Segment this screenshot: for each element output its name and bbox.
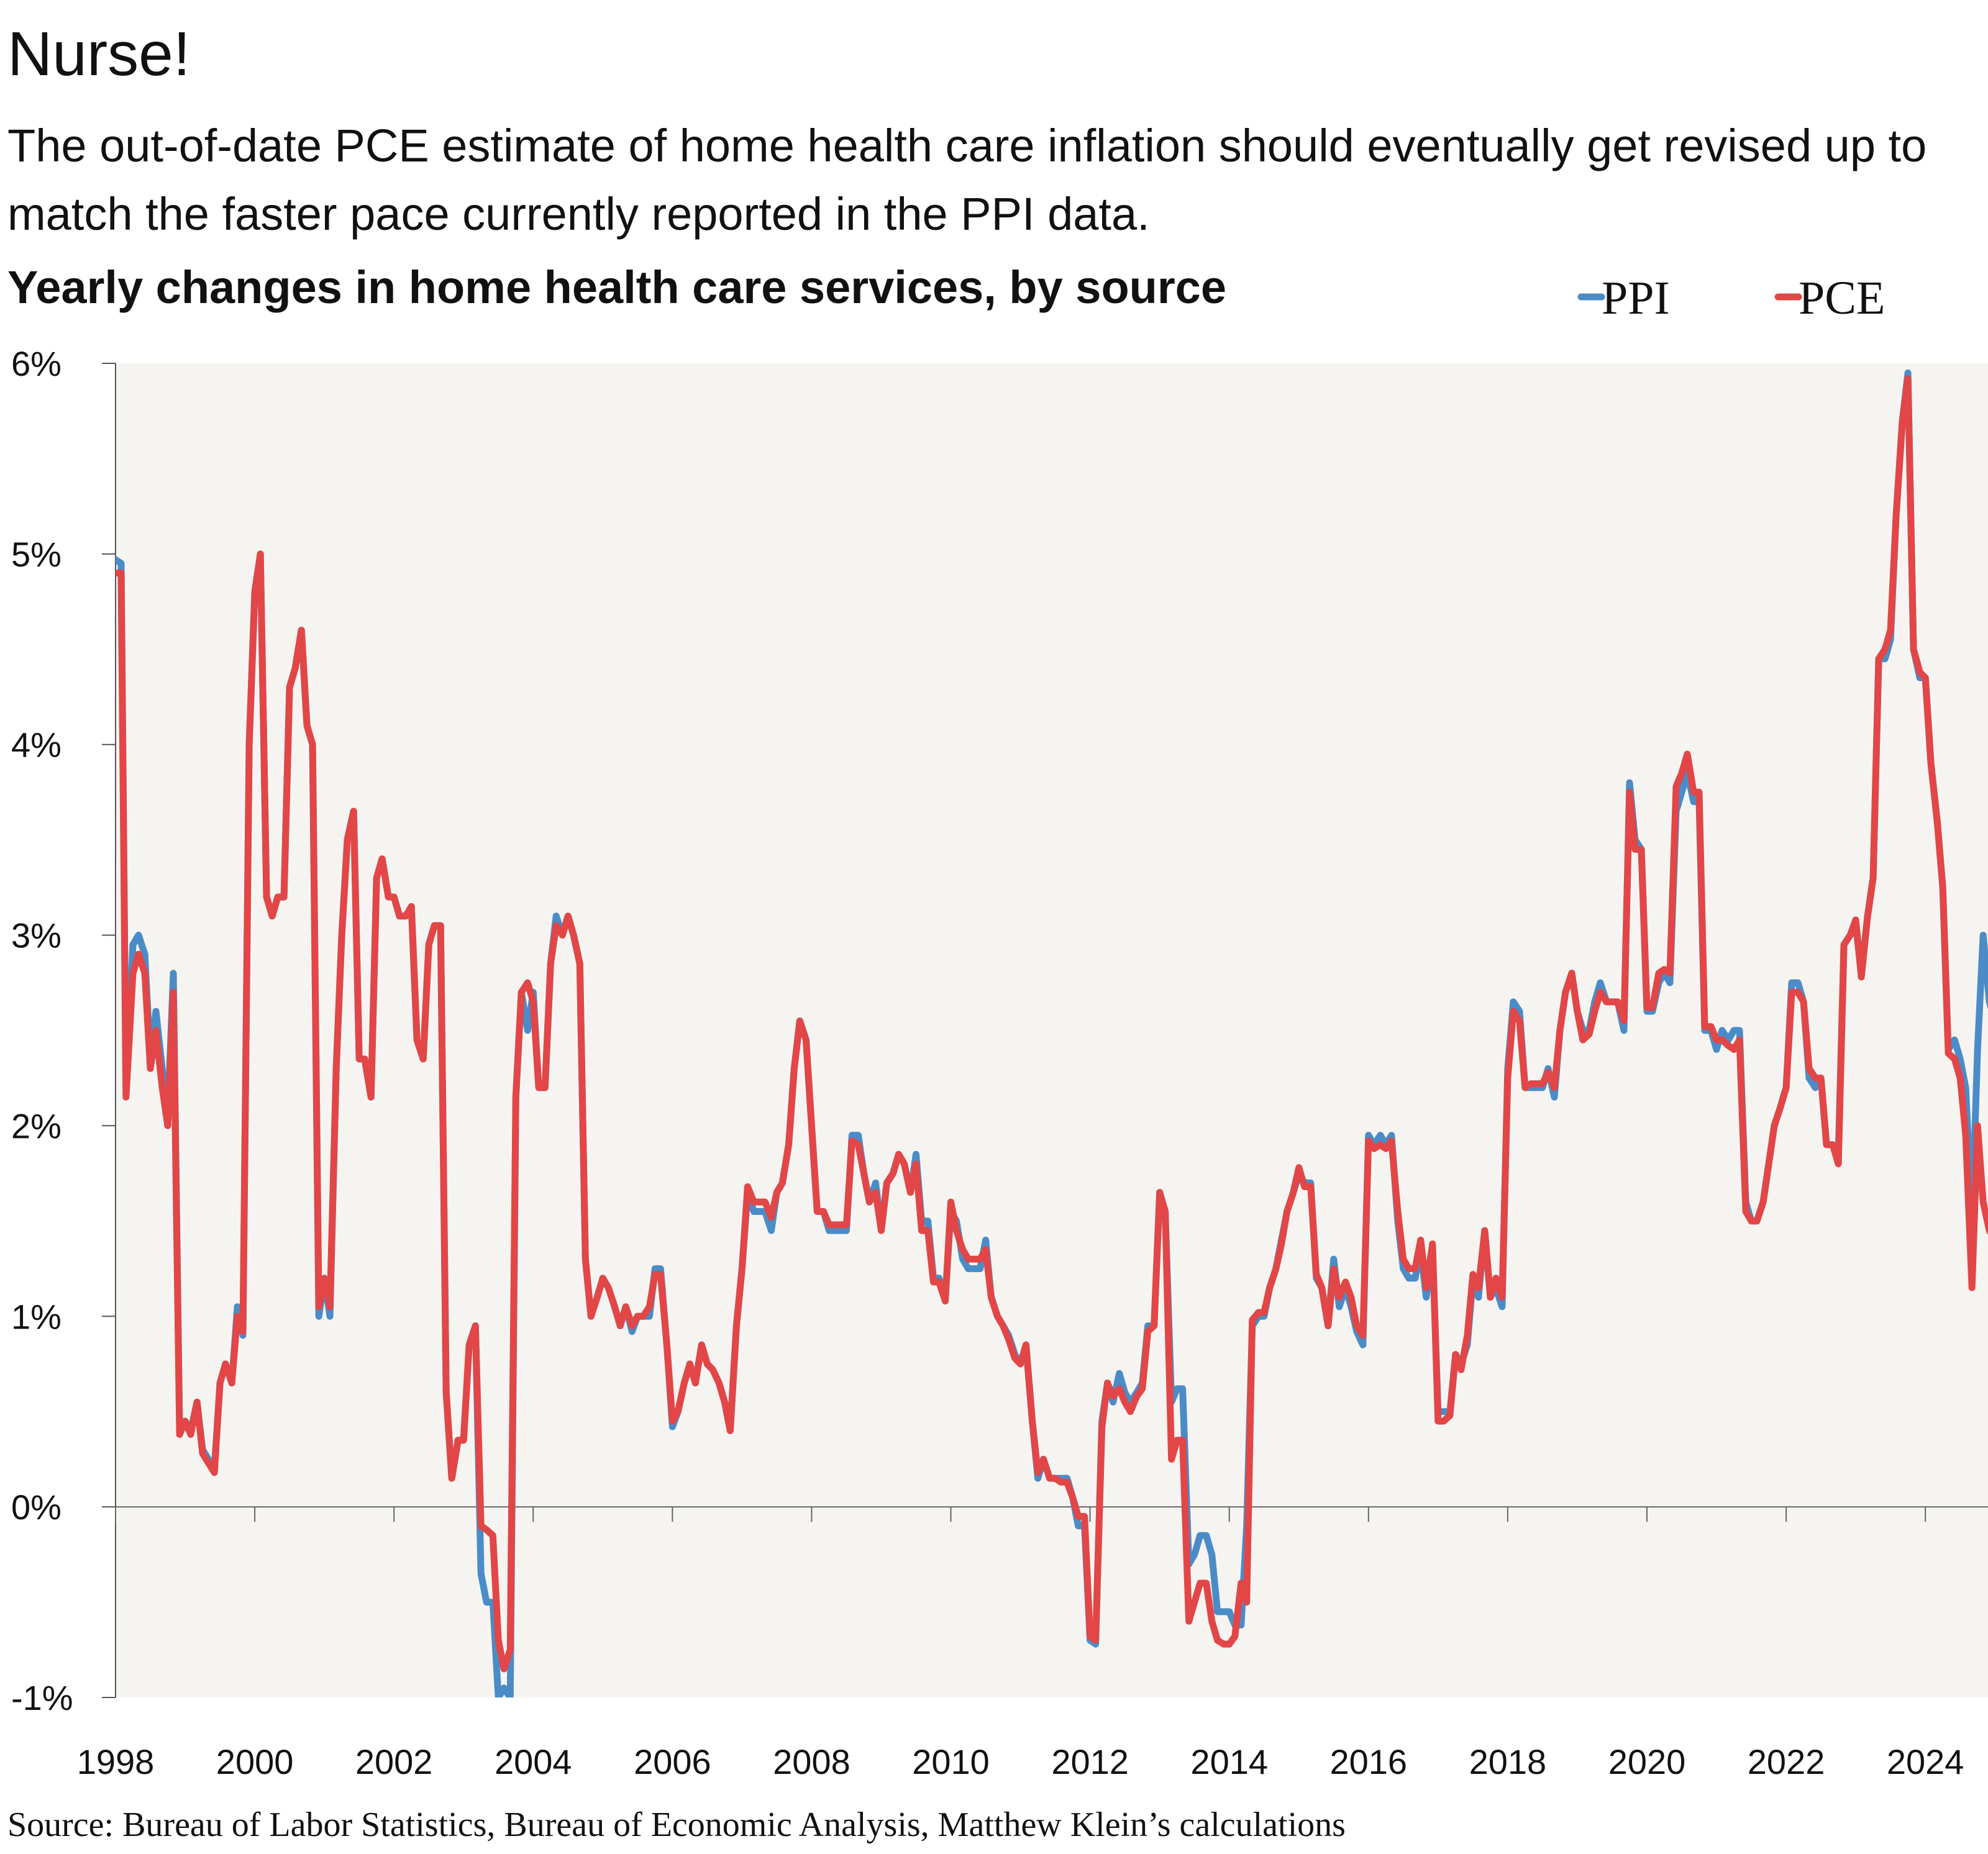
y-tick-label: 6% (11, 344, 62, 383)
chart-title: Yearly changes in home health care servi… (7, 261, 1226, 313)
series-layer (116, 369, 1988, 1697)
source-note: Source: Bureau of Labor Statistics, Bure… (7, 1806, 1346, 1844)
chart-subtitle: The out-of-date PCE estimate of home hea… (7, 120, 1927, 240)
legend: PPI PCE (1577, 272, 1885, 324)
series-line-pce (116, 375, 1988, 1673)
y-tick-label: 2% (11, 1106, 62, 1145)
axes-layer (102, 363, 1988, 1698)
x-tick-label: 2006 (634, 1742, 711, 1781)
x-tick-label: 2010 (912, 1742, 990, 1781)
x-tick-label: 1998 (77, 1742, 155, 1781)
x-tick-label: 2022 (1748, 1742, 1825, 1781)
x-tick-label: 2004 (495, 1742, 572, 1781)
chart-headline: Nurse! (7, 19, 191, 89)
x-tick-label: 2014 (1190, 1742, 1268, 1781)
y-tick-label: 1% (11, 1297, 62, 1336)
x-tick-label: 2000 (216, 1742, 294, 1781)
y-tick-label: 3% (11, 916, 62, 955)
y-tick-label: -1% (11, 1678, 73, 1717)
y-tick-label: 4% (11, 725, 62, 765)
x-tick-label: 2016 (1330, 1742, 1408, 1781)
tick-labels-layer: -1% 0% 1% 2% 3% 4% 5% 6% 1998 2000 2002 2004 2006 200… (11, 344, 1964, 1781)
x-tick-label: 2008 (773, 1742, 850, 1781)
y-tick-label: 5% (11, 535, 62, 574)
x-tick-label: 2020 (1608, 1742, 1686, 1781)
x-tick-label: 2012 (1051, 1742, 1129, 1781)
x-tick-label: 2018 (1469, 1742, 1547, 1781)
y-tick-label: 0% (11, 1488, 62, 1527)
x-tick-label: 2024 (1887, 1742, 1964, 1781)
x-tick-label: 2002 (355, 1742, 433, 1781)
legend-ppi-label: PPI (1602, 272, 1670, 324)
legend-pce-label: PCE (1799, 272, 1885, 324)
